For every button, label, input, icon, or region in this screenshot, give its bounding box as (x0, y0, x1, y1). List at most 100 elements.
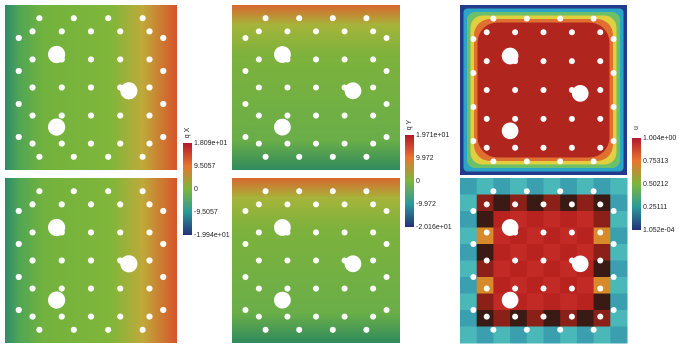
field-cell (477, 277, 494, 294)
hole (88, 28, 94, 34)
hole (611, 274, 617, 280)
field-cell (594, 211, 611, 228)
hole (274, 292, 291, 309)
colorbar-tick-label: -1.994e+01 (194, 232, 230, 239)
colorbar-tick-label: 1.971e+01 (416, 132, 449, 139)
hole (342, 28, 348, 34)
figure: q X1.809e+019.50570-9.5057-1.994e+01q Y1… (0, 0, 679, 346)
hole (330, 154, 336, 160)
hole (313, 257, 319, 263)
hole (611, 241, 617, 247)
hole (569, 229, 575, 235)
hole (242, 134, 248, 140)
hole (16, 208, 22, 214)
hole (256, 286, 262, 292)
hole (71, 15, 77, 21)
hole (29, 28, 35, 34)
field-cell (527, 294, 544, 311)
hole (512, 286, 518, 292)
hole (29, 141, 35, 147)
field-cell (577, 195, 594, 212)
hole (484, 29, 490, 35)
colorbar-tick-label: 1.004e+00 (643, 135, 676, 142)
field-cell (544, 294, 561, 311)
hole (117, 201, 123, 207)
hole (484, 145, 490, 151)
hole (284, 314, 290, 320)
hole (160, 101, 166, 107)
hole (512, 116, 518, 122)
hole (160, 241, 166, 247)
colorbar (183, 143, 192, 235)
hole (263, 327, 269, 333)
hole (242, 307, 248, 313)
hole (502, 219, 519, 236)
hole (160, 68, 166, 74)
field-cell (544, 244, 561, 261)
field-cell (544, 211, 561, 228)
hole (484, 257, 490, 263)
field-cell (510, 310, 527, 327)
hole (242, 101, 248, 107)
field-cell (493, 195, 510, 212)
field-cell (527, 261, 544, 278)
hole (384, 134, 390, 140)
hole (470, 104, 476, 110)
hole (59, 314, 65, 320)
hole (512, 257, 518, 263)
hole (59, 257, 65, 263)
hole (484, 87, 490, 93)
hole (342, 229, 348, 235)
hole (88, 56, 94, 62)
hole (140, 154, 146, 160)
hole (296, 15, 302, 21)
field-cell (527, 277, 544, 294)
hole (611, 307, 617, 313)
hole (597, 58, 603, 64)
hole (313, 84, 319, 90)
hole (16, 35, 22, 41)
hole (363, 154, 369, 160)
hole (160, 208, 166, 214)
colorbar-tick-label: 0.50212 (643, 181, 668, 188)
hole (572, 255, 589, 272)
hole (71, 188, 77, 194)
colorbar-tick-label: -9.972 (416, 201, 436, 208)
hole (242, 35, 248, 41)
hole (524, 188, 530, 194)
hole (140, 15, 146, 21)
hole (117, 229, 123, 235)
colorbar-tick-label: -9.5057 (194, 209, 218, 216)
hole (591, 327, 597, 333)
hole (342, 56, 348, 62)
hole (146, 285, 152, 291)
hole (88, 141, 94, 147)
colorbar-tick-label: 0.25111 (643, 204, 667, 211)
hole (16, 134, 22, 140)
hole (120, 82, 137, 99)
hole (48, 46, 65, 63)
hole (524, 16, 530, 22)
hole (59, 285, 65, 291)
hole (29, 112, 35, 118)
hole (88, 84, 94, 90)
hole (342, 113, 348, 119)
field-cell (544, 277, 561, 294)
hole (524, 327, 530, 333)
field-cell (560, 211, 577, 228)
hole (502, 292, 519, 309)
field-cell (510, 261, 527, 278)
hole (370, 314, 376, 320)
hole (370, 201, 376, 207)
hole (470, 241, 476, 247)
hole (370, 141, 376, 147)
hole (146, 201, 152, 207)
hole (146, 141, 152, 147)
hole (484, 58, 490, 64)
hole (117, 28, 123, 34)
hole (284, 141, 290, 147)
field-cell (544, 310, 561, 327)
hole (88, 112, 94, 118)
hole (117, 141, 123, 147)
hole (105, 15, 111, 21)
